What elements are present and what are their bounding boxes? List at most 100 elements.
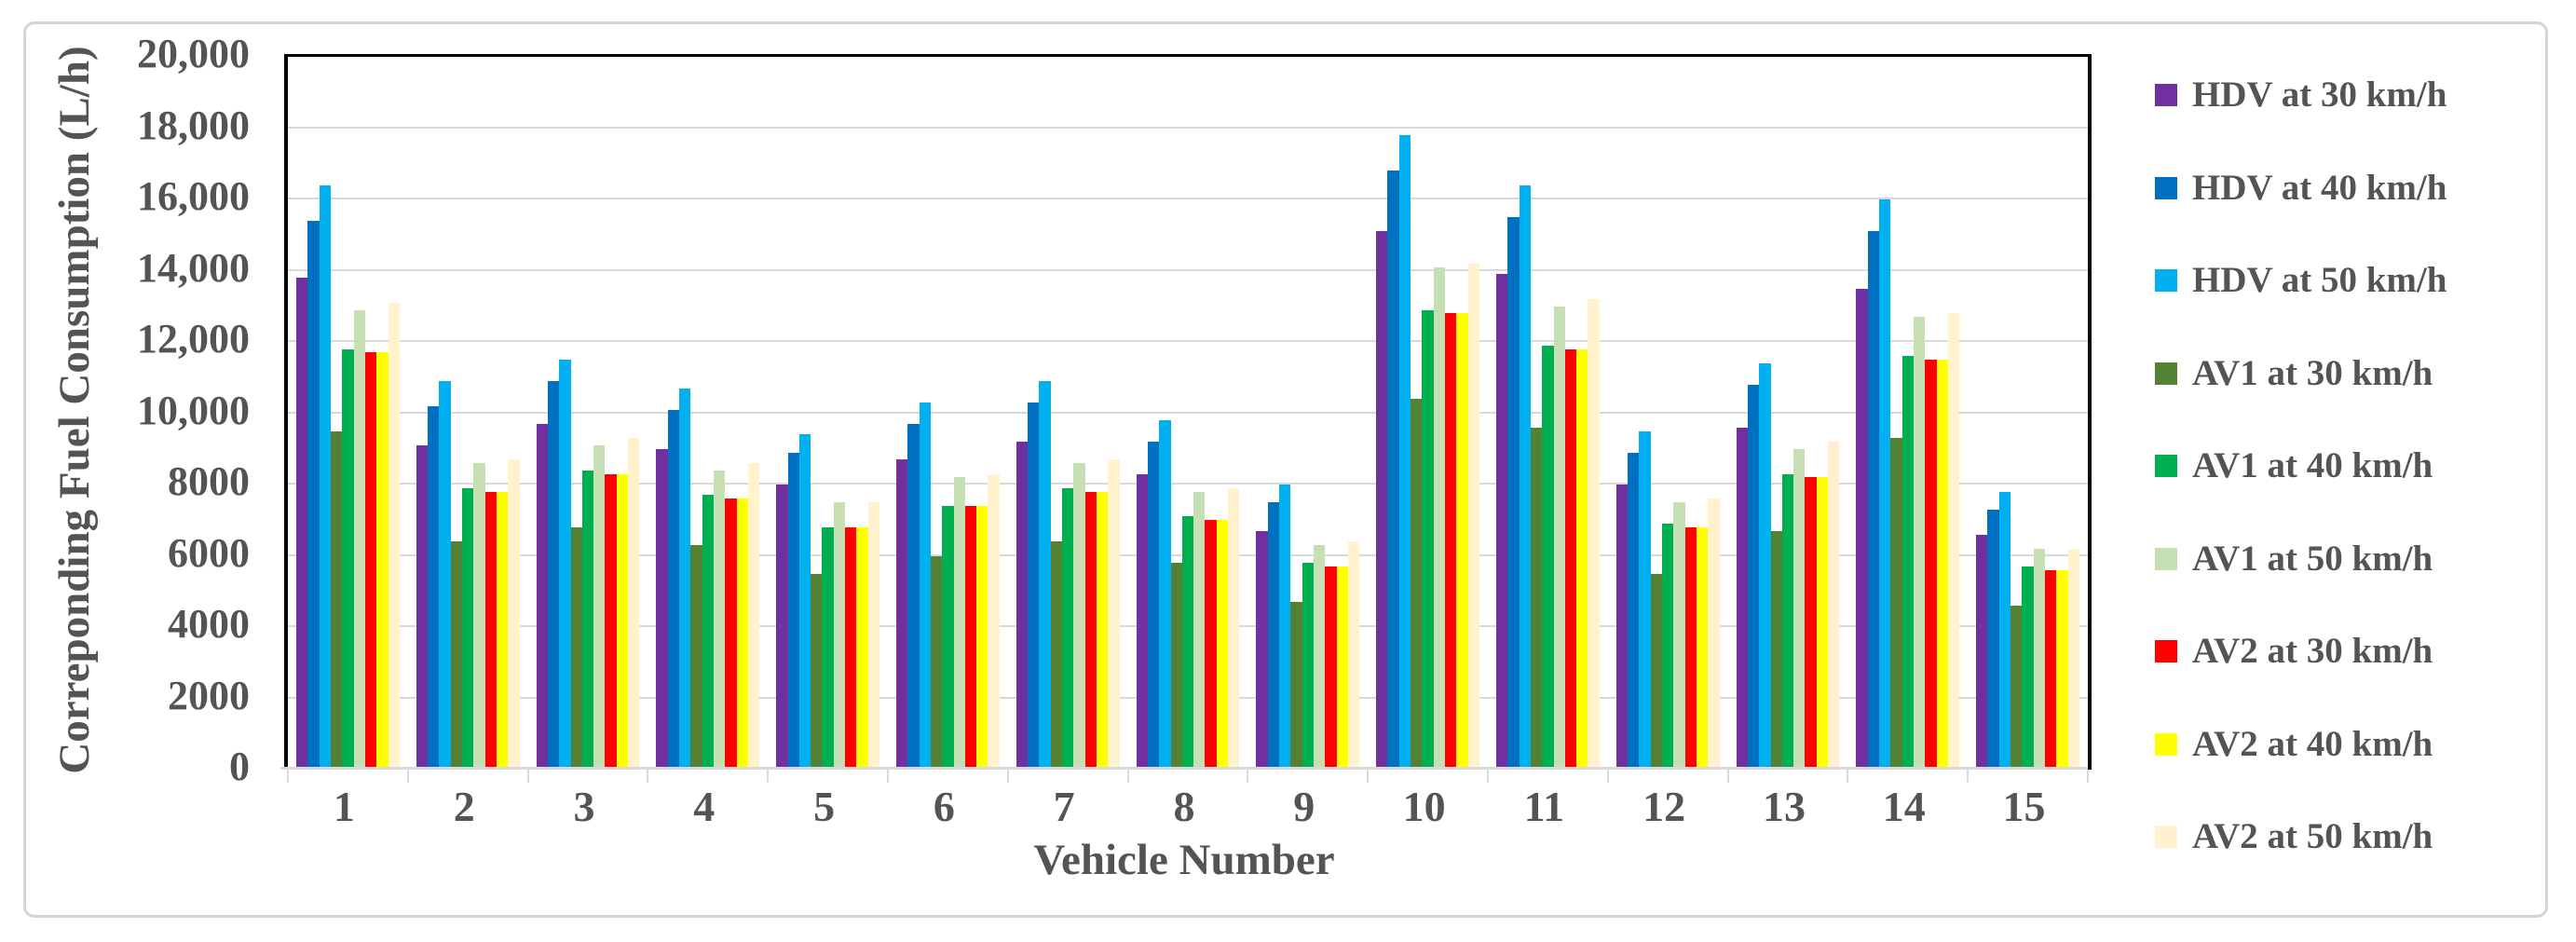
bar xyxy=(964,505,977,770)
bar xyxy=(1913,317,1926,770)
bar xyxy=(1096,491,1109,770)
legend-swatch xyxy=(2155,84,2177,106)
x-tick-label: 15 xyxy=(2002,783,2046,830)
bar xyxy=(976,505,988,770)
y-tick-label: 6000 xyxy=(168,529,250,576)
bar xyxy=(907,423,920,770)
legend-swatch xyxy=(2155,547,2177,570)
category-boundary-tick xyxy=(406,770,409,783)
bar xyxy=(1313,545,1326,770)
bar xyxy=(1816,477,1829,770)
bar xyxy=(856,526,868,770)
bar xyxy=(1588,299,1600,770)
legend-label: AV1 at 30 km/h xyxy=(2192,352,2433,393)
legend-item: HDV at 40 km/h xyxy=(2155,168,2447,209)
bar xyxy=(1781,473,1794,770)
bar xyxy=(1793,448,1806,770)
legend-item: AV2 at 40 km/h xyxy=(2155,724,2447,765)
legend-item: AV1 at 30 km/h xyxy=(2155,353,2447,394)
bar xyxy=(439,381,451,770)
bar xyxy=(1576,348,1588,770)
bar xyxy=(428,405,440,770)
bar-group xyxy=(408,57,528,770)
category-boundary-tick xyxy=(1487,770,1489,783)
legend-item: HDV at 30 km/h xyxy=(2155,75,2447,116)
y-tick-label: 16,000 xyxy=(137,173,250,219)
bar xyxy=(1867,231,1879,770)
bar xyxy=(364,352,377,770)
bar xyxy=(1495,274,1508,770)
bar xyxy=(1456,313,1468,770)
category-boundary-tick xyxy=(2087,770,2089,783)
x-tick-label: 3 xyxy=(573,783,595,830)
category-boundary-tick xyxy=(887,770,889,783)
bar xyxy=(1302,563,1314,770)
x-axis-line xyxy=(280,767,2088,770)
bar xyxy=(1890,438,1902,770)
bar xyxy=(1759,362,1771,770)
bar xyxy=(296,278,308,770)
legend-label: AV2 at 40 km/h xyxy=(2192,723,2433,764)
x-tick-label: 6 xyxy=(933,783,955,830)
bar xyxy=(656,448,668,770)
bar xyxy=(1279,485,1291,770)
category-boundary-tick xyxy=(1126,770,1129,783)
legend-label: HDV at 40 km/h xyxy=(2192,167,2447,208)
gridline xyxy=(288,411,2088,414)
bar xyxy=(484,491,497,770)
x-axis-title: Vehicle Number xyxy=(1033,836,1335,884)
bar xyxy=(1615,485,1629,770)
bar xyxy=(776,485,788,770)
bar xyxy=(330,430,343,770)
x-tick-label: 2 xyxy=(453,783,475,830)
bar xyxy=(1736,427,1748,770)
bar xyxy=(1878,199,1891,770)
bar xyxy=(1530,427,1543,770)
bar xyxy=(798,434,811,770)
bar xyxy=(1050,541,1063,770)
bar xyxy=(559,360,571,770)
bar xyxy=(725,498,737,770)
category-boundary-tick xyxy=(1847,770,1849,783)
y-tick-label: 18,000 xyxy=(137,102,250,148)
bar xyxy=(1696,526,1709,770)
bar xyxy=(1770,530,1782,770)
bar xyxy=(1325,566,1337,770)
bar xyxy=(593,444,606,770)
bar-group xyxy=(1247,57,1368,770)
bar xyxy=(1553,306,1565,770)
category-boundary-tick xyxy=(767,770,770,783)
bar xyxy=(679,388,691,770)
x-tick-label: 1 xyxy=(333,783,355,830)
bar xyxy=(1205,520,1217,770)
bar xyxy=(1256,530,1268,770)
bar xyxy=(919,403,931,770)
bar xyxy=(2033,548,2046,770)
bar xyxy=(1507,217,1520,770)
y-tick-label: 4000 xyxy=(168,601,250,647)
bar xyxy=(867,502,879,770)
x-tick-label: 13 xyxy=(1762,783,1806,830)
x-tick-label: 7 xyxy=(1053,783,1075,830)
bar xyxy=(942,505,954,770)
bar xyxy=(2056,569,2068,770)
x-tick-label: 14 xyxy=(1882,783,1926,830)
bar-group xyxy=(1128,57,1248,770)
legend-item: AV2 at 50 km/h xyxy=(2155,816,2447,857)
bar xyxy=(1108,459,1120,770)
legend-label: HDV at 30 km/h xyxy=(2192,75,2447,115)
bar-groups xyxy=(288,57,2088,770)
bar xyxy=(1976,534,1988,770)
y-tick-label: 10,000 xyxy=(137,387,250,433)
bar xyxy=(2010,606,2023,770)
legend-item: AV1 at 40 km/h xyxy=(2155,445,2447,486)
legend-item: AV1 at 50 km/h xyxy=(2155,539,2447,580)
bar xyxy=(1411,399,1423,770)
bar xyxy=(1422,309,1434,770)
bar xyxy=(1290,602,1302,770)
bar-group xyxy=(768,57,888,770)
bar xyxy=(473,463,485,770)
y-tick-label: 2000 xyxy=(168,672,250,718)
x-tick-label: 5 xyxy=(813,783,836,830)
bar-group xyxy=(528,57,648,770)
